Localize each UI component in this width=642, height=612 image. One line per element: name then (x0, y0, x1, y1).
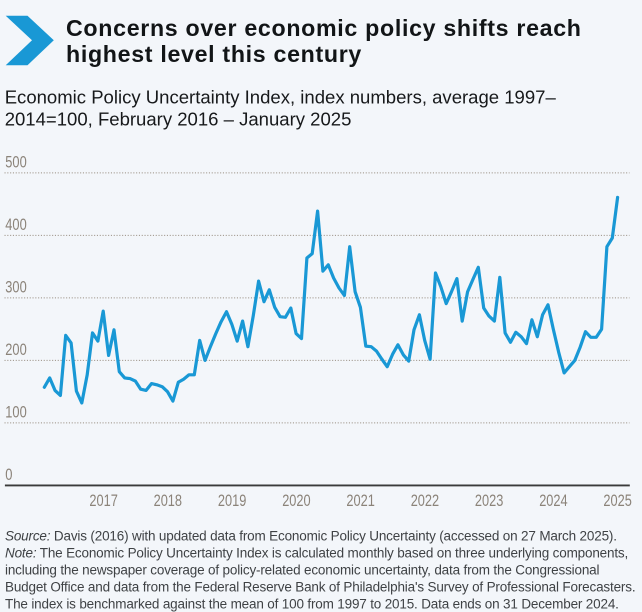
svg-text:200: 200 (5, 340, 26, 359)
svg-text:Concerns over economic policy: Concerns over economic policy shifts rea… (66, 15, 582, 41)
svg-text:2025: 2025 (603, 491, 631, 510)
svg-text:0: 0 (5, 465, 12, 484)
svg-text:2023: 2023 (475, 491, 503, 510)
svg-text:2021: 2021 (346, 491, 374, 510)
svg-text:500: 500 (5, 153, 26, 172)
svg-text:Source: Davis (2016) with upda: Source: Davis (2016) with updated data f… (5, 529, 617, 544)
svg-text:400: 400 (5, 215, 26, 234)
svg-text:including the newspaper covera: including the newspaper coverage of poli… (5, 563, 600, 578)
svg-text:2018: 2018 (154, 491, 182, 510)
svg-text:The index is benchmarked again: The index is benchmarked against the mea… (5, 597, 619, 612)
svg-text:2022: 2022 (411, 491, 439, 510)
svg-text:2019: 2019 (218, 491, 246, 510)
svg-text:300: 300 (5, 278, 26, 297)
svg-text:100: 100 (5, 403, 26, 422)
svg-text:highest level this century: highest level this century (66, 41, 362, 67)
svg-text:Economic Policy Uncertainty In: Economic Policy Uncertainty Index, index… (5, 86, 557, 107)
svg-text:Budget Office and data from th: Budget Office and data from the Federal … (5, 580, 635, 595)
svg-text:2017: 2017 (89, 491, 117, 510)
svg-text:2014=100, February 2016 – Janu: 2014=100, February 2016 – January 2025 (5, 109, 352, 130)
svg-text:2024: 2024 (539, 491, 567, 510)
svg-text:Note: The Economic Policy Unce: Note: The Economic Policy Uncertainty In… (5, 546, 628, 561)
svg-text:2020: 2020 (282, 491, 310, 510)
